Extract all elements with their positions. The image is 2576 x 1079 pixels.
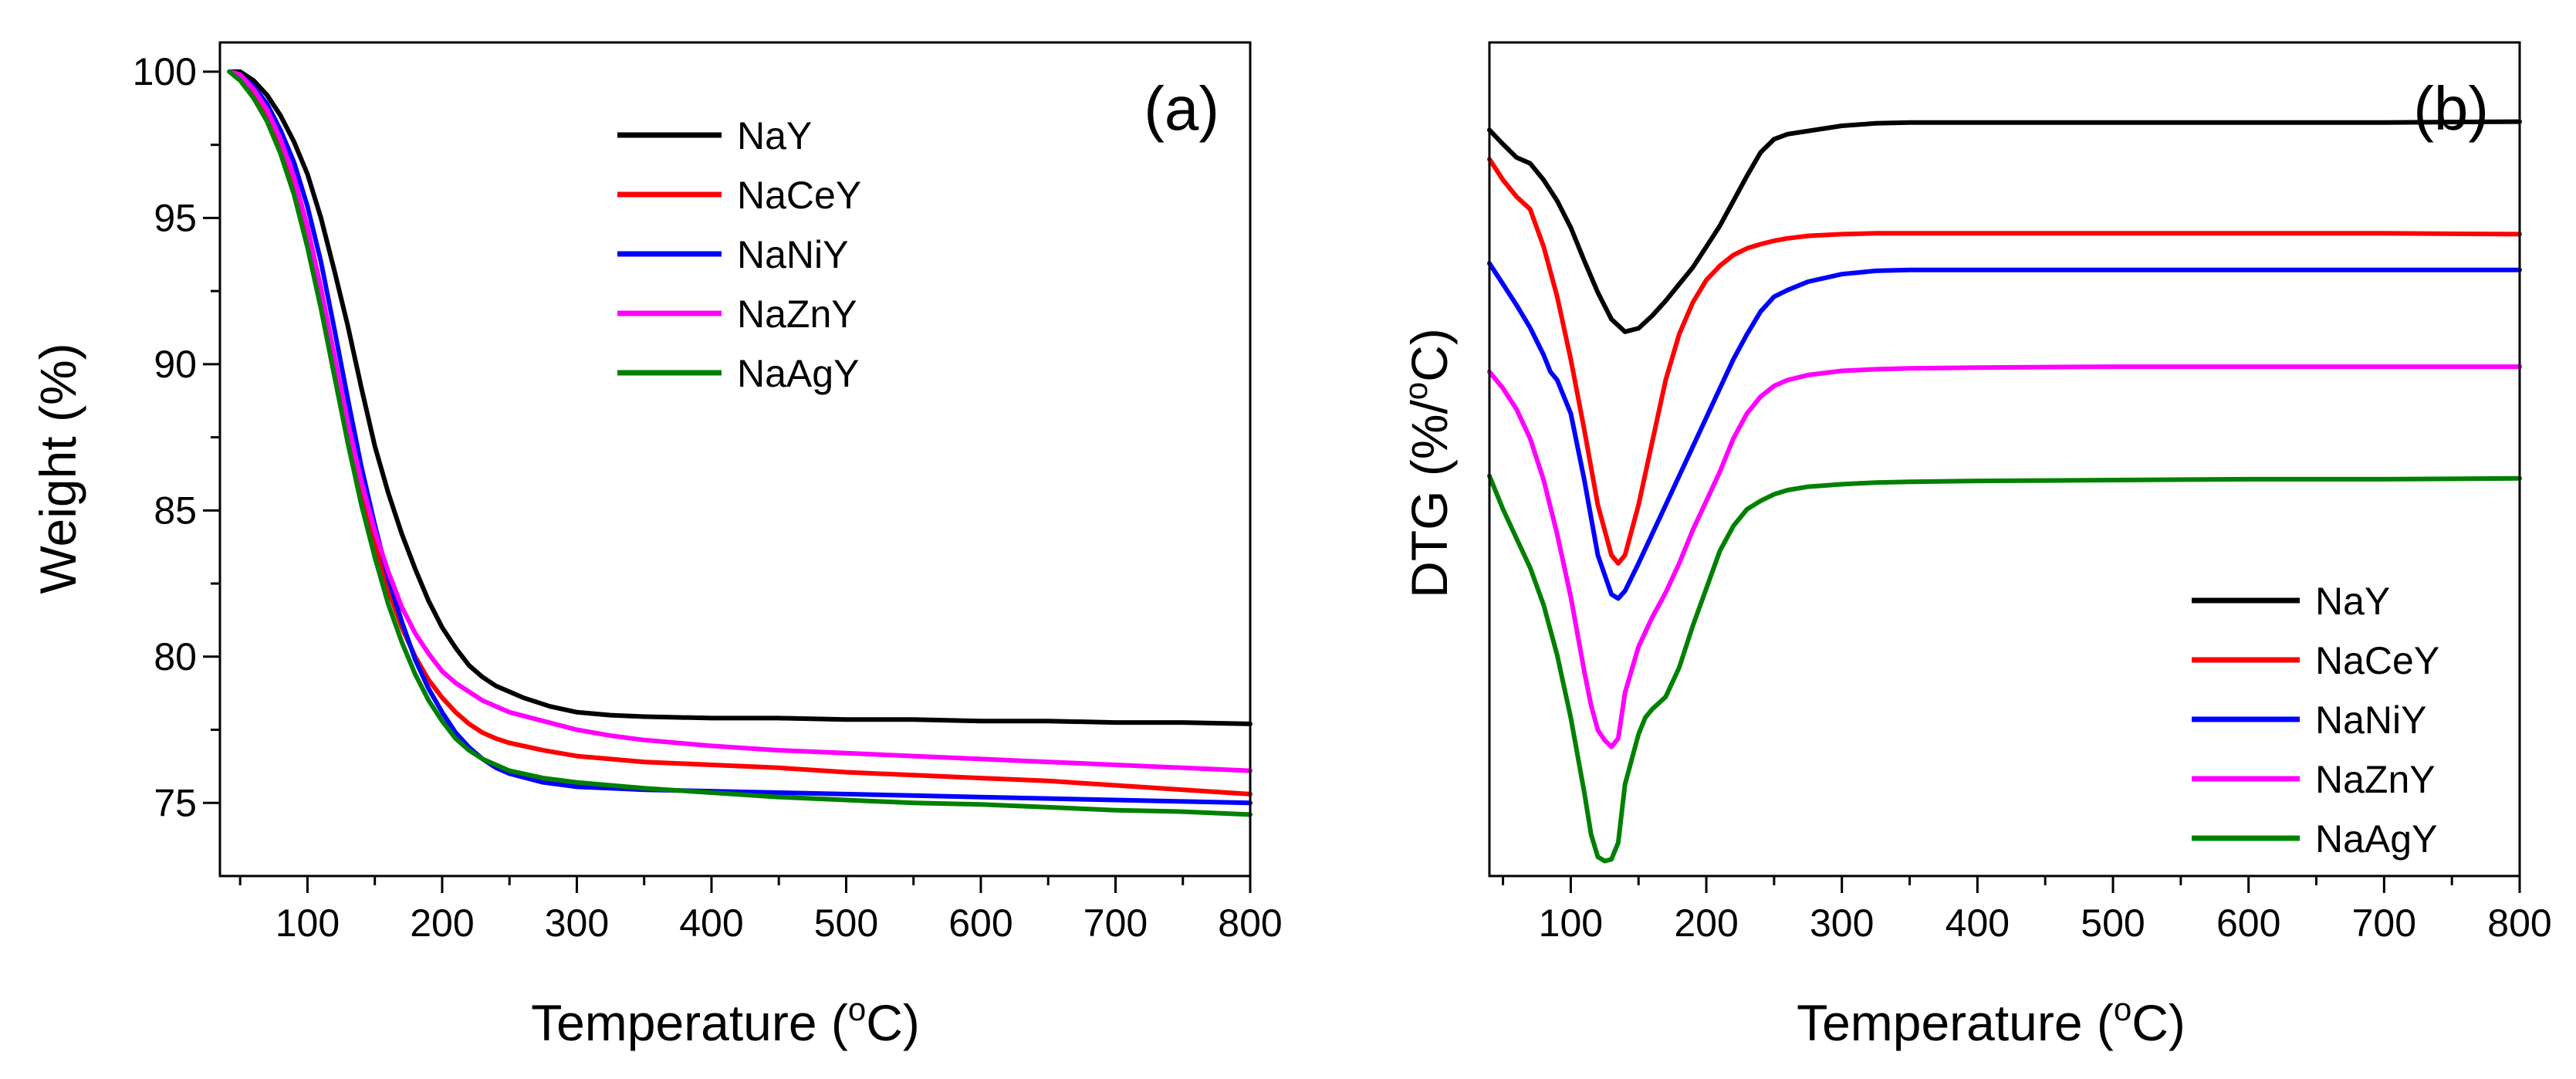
legend-label-nay: NaY xyxy=(737,114,812,157)
x-tick-label: 300 xyxy=(545,901,609,945)
panel-b-frame xyxy=(1488,41,2521,878)
series-line-nay xyxy=(1487,119,2522,334)
legend-label-naniy: NaNiY xyxy=(2315,698,2426,742)
x-tick-label: 100 xyxy=(1539,901,1603,945)
legend-label-nacey: NaCeY xyxy=(737,174,861,217)
series-line-nazny xyxy=(227,69,1253,773)
series-line-nazny xyxy=(1487,364,2522,749)
series-line-naniy xyxy=(1487,261,2522,601)
panel-b-label: (b) xyxy=(2413,74,2489,143)
panel-b-axes: 100 200 300 400 500 600 700 800 xyxy=(1502,876,2552,945)
panel-a-y-axis-title: Weight (%) xyxy=(29,343,86,594)
y-tick-label: 75 xyxy=(154,781,197,824)
series-line-naniy xyxy=(227,69,1253,806)
y-tick-label: 90 xyxy=(154,343,197,386)
panel-a-x-axis-title: Temperature (oC) xyxy=(531,991,920,1051)
panel-a-plot-area xyxy=(227,69,1253,817)
legend-label-nazny: NaZnY xyxy=(737,293,857,336)
panel-b-plot-area xyxy=(1487,119,2522,864)
panel-a-frame xyxy=(218,41,1252,878)
legend-label-naniy: NaNiY xyxy=(737,233,848,276)
x-tick-label: 600 xyxy=(948,901,1012,945)
series-line-naagy xyxy=(227,69,1253,817)
series-line-naagy xyxy=(1487,473,2522,864)
y-tick-label: 80 xyxy=(154,635,197,678)
panel-a-label: (a) xyxy=(1144,74,1219,143)
panel-a-axes: 100 200 300 400 500 600 700 800 75 80 85 90 95 100 xyxy=(133,50,1283,945)
x-tick-label: 800 xyxy=(2487,901,2551,945)
x-tick-label: 800 xyxy=(1218,901,1282,945)
legend-label-nay: NaY xyxy=(2315,580,2390,623)
x-tick-label: 400 xyxy=(1946,901,2010,945)
x-tick-label: 700 xyxy=(2352,901,2416,945)
panel-a-legend: NaY NaCeY NaNiY NaZnY NaAgY xyxy=(617,114,861,395)
y-tick-label: 85 xyxy=(154,489,197,532)
x-tick-label: 500 xyxy=(2081,901,2145,945)
x-tick-label: 100 xyxy=(276,901,340,945)
x-tick-label: 200 xyxy=(410,901,474,945)
panel-b-x-axis-title: Temperature (oC) xyxy=(1797,991,2186,1051)
series-line-nacey xyxy=(1487,157,2522,566)
y-tick-label: 95 xyxy=(154,196,197,239)
x-tick-label: 600 xyxy=(2216,901,2280,945)
x-tick-label: 400 xyxy=(679,901,743,945)
x-tick-label: 700 xyxy=(1083,901,1148,945)
legend-label-nazny: NaZnY xyxy=(2315,758,2436,801)
series-line-nay xyxy=(227,69,1253,726)
panel-b-legend: NaY NaCeY NaNiY NaZnY NaAgY xyxy=(2192,580,2439,861)
legend-label-naagy: NaAgY xyxy=(2315,817,2437,861)
x-tick-label: 300 xyxy=(1810,901,1874,945)
y-tick-label: 100 xyxy=(133,50,197,93)
x-tick-label: 500 xyxy=(814,901,878,945)
legend-label-naagy: NaAgY xyxy=(737,352,859,395)
panel-a-weight-chart: 100 200 300 400 500 600 700 800 75 80 85 90 95 100 (a… xyxy=(29,41,1283,1051)
x-tick-label: 200 xyxy=(1674,901,1738,945)
panel-b-y-axis-title: DTG (%/oC) xyxy=(1398,328,1458,598)
panel-b-dtg-chart: 100 200 300 400 500 600 700 800 (b) Temperature… xyxy=(1398,41,2552,1051)
legend-label-nacey: NaCeY xyxy=(2315,639,2439,682)
